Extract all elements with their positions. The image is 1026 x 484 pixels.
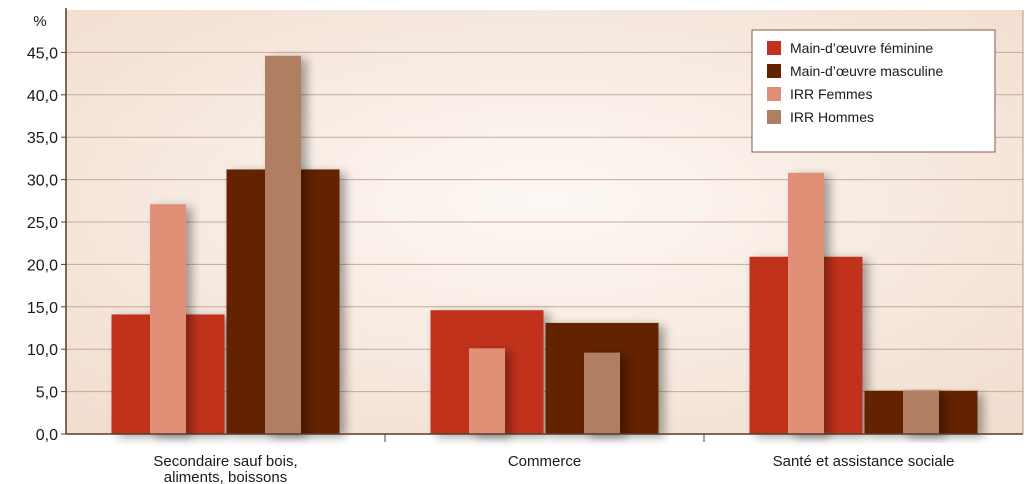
bar — [150, 204, 186, 434]
legend-box — [751, 29, 996, 153]
y-tick-label: 20,0 — [27, 257, 58, 274]
bars-group — [111, 55, 978, 435]
bar — [903, 390, 939, 434]
y-tick-label: 35,0 — [27, 130, 58, 147]
legend-swatch — [767, 41, 781, 55]
bar — [584, 352, 620, 434]
legend-swatch — [767, 87, 781, 101]
y-tick-label: 15,0 — [27, 300, 58, 317]
y-tick-label: 0,0 — [36, 427, 58, 444]
axes — [65, 8, 1024, 442]
y-axis-label: % — [33, 13, 46, 30]
bar — [788, 172, 824, 435]
y-tick-label: 10,0 — [27, 342, 58, 359]
legend-label: IRR Femmes — [790, 86, 872, 102]
legend: Main-d’œuvre féminine Main-d’œuvre mascul… — [751, 29, 996, 153]
x-category-labels: Secondaire sauf bois,aliments, boissons C… — [153, 453, 954, 484]
x-category-label: aliments, boissons — [164, 469, 287, 484]
y-tick-label: 5,0 — [36, 385, 58, 402]
y-tick-label: 45,0 — [27, 45, 58, 62]
bar — [469, 348, 505, 434]
legend-swatch — [767, 64, 781, 78]
y-tick-label: 30,0 — [27, 173, 58, 190]
legend-label: Main-d’œuvre masculine — [790, 63, 943, 79]
legend-swatch — [767, 110, 781, 124]
x-category-label: Secondaire sauf bois, — [153, 453, 297, 470]
x-category-label: Santé et assistance sociale — [773, 453, 955, 470]
legend-label: IRR Hommes — [790, 109, 874, 125]
y-tick-label: 40,0 — [27, 88, 58, 105]
y-tick-label: 25,0 — [27, 215, 58, 232]
x-category-label: Commerce — [508, 453, 581, 470]
legend-label: Main-d’œuvre féminine — [790, 40, 933, 56]
bar — [265, 55, 301, 435]
y-tick-labels: 0,0 5,0 10,0 15,0 20,0 25,0 30,0 35,0 40,0 45,0 — [27, 45, 66, 444]
